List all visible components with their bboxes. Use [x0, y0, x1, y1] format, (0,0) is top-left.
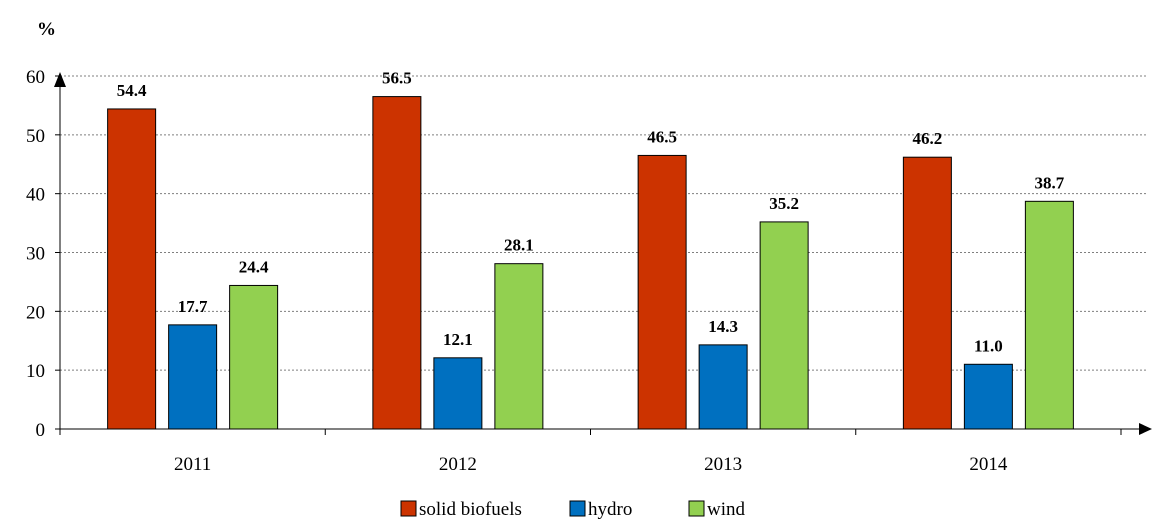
data-label: 38.7: [1035, 173, 1065, 192]
data-label: 54.4: [117, 81, 147, 100]
bar: [229, 284, 279, 430]
y-tick-label: 20: [26, 302, 45, 323]
data-label: 46.5: [647, 127, 677, 146]
data-label: 56.5: [382, 69, 412, 88]
bars: [107, 96, 1074, 430]
data-label: 28.1: [504, 236, 534, 255]
bar: [168, 324, 218, 430]
x-axis-arrow-icon: [1139, 423, 1152, 435]
data-labels: 54.4 17.7 24.4 56.5 12.1 28.1 46.5 14.3 35.2 46.2…: [117, 69, 1065, 356]
legend-swatch: [688, 500, 705, 517]
legend-swatch: [569, 500, 586, 517]
y-tick-label: 10: [26, 361, 45, 382]
legend: solid biofuels hydro wind: [400, 499, 746, 520]
data-label: 12.1: [443, 330, 473, 349]
x-axis: 2011 2012 2013 2014: [59, 423, 1152, 475]
legend-label: solid biofuels: [419, 499, 522, 520]
data-label: 17.7: [178, 297, 208, 316]
bar: [637, 154, 687, 430]
legend-label: hydro: [588, 499, 632, 520]
data-label: 11.0: [974, 336, 1003, 355]
bar: [963, 363, 1013, 430]
data-label: 46.2: [913, 129, 943, 148]
y-axis: [54, 72, 66, 429]
bar: [372, 96, 422, 430]
bar: [107, 108, 157, 430]
x-tick-label: 2011: [174, 454, 211, 475]
data-label: 24.4: [239, 257, 269, 276]
data-label: 35.2: [769, 194, 799, 213]
legend-swatch: [400, 500, 417, 517]
y-tick-label: 40: [26, 185, 45, 206]
legend-label: wind: [707, 499, 746, 520]
x-tick-label: 2014: [969, 454, 1008, 475]
y-axis-ticks: 0 10 20 30 40 50 60: [26, 67, 60, 441]
bar: [494, 263, 544, 430]
y-tick-label: 50: [26, 126, 45, 147]
x-tick-label: 2012: [439, 454, 477, 475]
bar: [698, 344, 748, 430]
y-tick-label: 0: [36, 420, 46, 441]
gridlines: [60, 75, 1146, 371]
bar: [902, 156, 952, 430]
bar: [759, 221, 809, 430]
y-tick-label: 60: [26, 67, 45, 88]
bar: [1024, 200, 1074, 430]
bar: [433, 357, 483, 430]
y-tick-label: 30: [26, 244, 45, 265]
x-tick-label: 2013: [704, 454, 742, 475]
y-axis-unit: %: [37, 19, 56, 40]
data-label: 14.3: [708, 317, 738, 336]
y-axis-arrow-icon: [54, 72, 66, 87]
